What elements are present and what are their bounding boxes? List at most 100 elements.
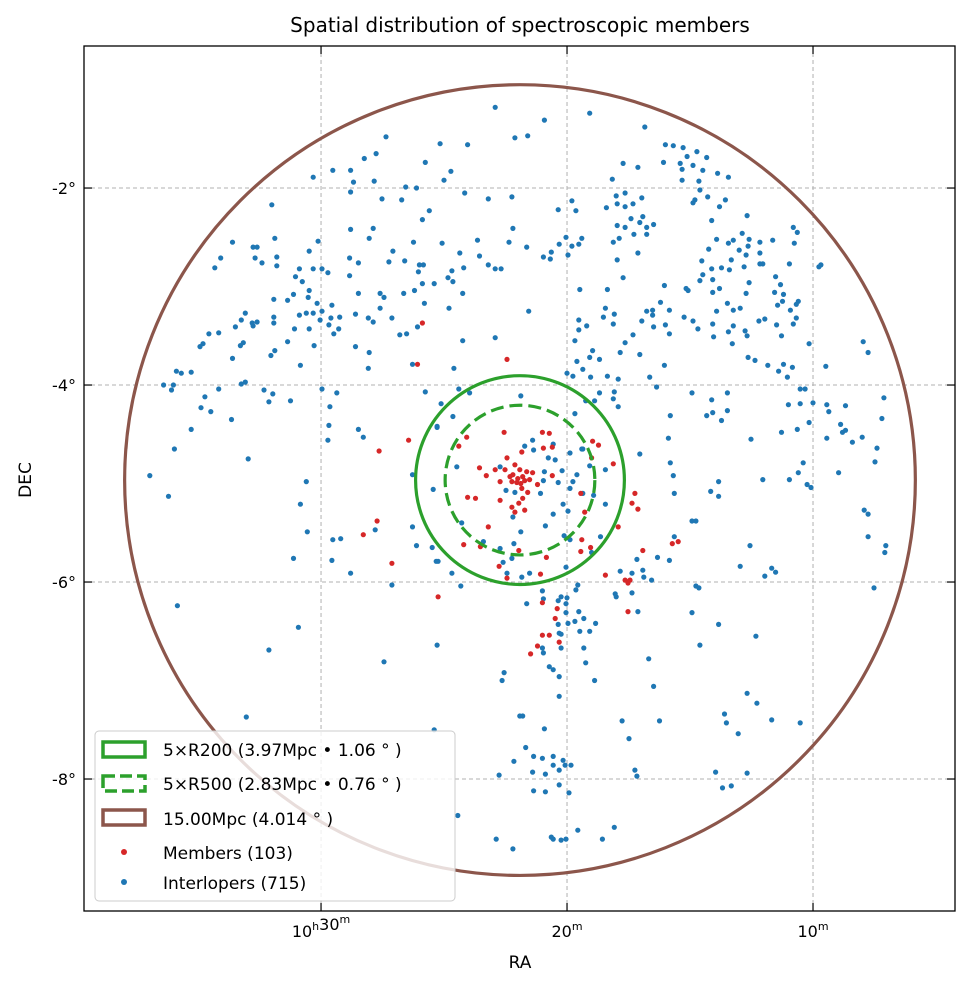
interloper-point: [797, 386, 803, 392]
member-point: [582, 509, 588, 515]
interloper-point: [242, 379, 248, 385]
interloper-point: [147, 473, 153, 479]
interloper-point: [614, 201, 620, 207]
member-point: [518, 480, 524, 487]
interloper-point: [576, 609, 582, 615]
interloper-point: [539, 755, 546, 761]
interloper-point: [634, 556, 640, 563]
axis-ticks: 10h30m 20m 10m -2° -4° -6° -8°: [52, 46, 955, 941]
member-point: [539, 600, 546, 606]
interloper-point: [492, 335, 498, 341]
interloper-point: [661, 282, 668, 289]
interloper-point: [386, 259, 392, 265]
interloper-point: [404, 331, 410, 337]
interloper-point: [325, 270, 331, 276]
interloper-point: [646, 656, 652, 662]
interloper-point: [336, 326, 342, 332]
interloper-point: [572, 618, 578, 625]
legend-swatch-r200: [101, 740, 147, 759]
interloper-point: [593, 620, 599, 627]
member-point: [546, 632, 552, 638]
interloper-point: [603, 205, 610, 211]
interloper-point: [769, 565, 775, 571]
interloper-point: [509, 555, 515, 562]
interloper-point: [439, 240, 445, 246]
interloper-point: [842, 427, 849, 433]
interloper-point: [662, 322, 669, 328]
member-point: [360, 532, 366, 538]
interloper-point: [266, 647, 272, 653]
interloper-point: [541, 117, 548, 123]
interloper-point: [556, 241, 562, 247]
interloper-point: [680, 145, 686, 151]
interloper-point: [285, 297, 291, 303]
interloper-point: [240, 340, 246, 346]
interloper-point: [411, 287, 418, 294]
interloper-point: [737, 305, 743, 311]
interloper-point: [370, 225, 376, 231]
member-point: [485, 524, 491, 530]
interloper-point: [705, 194, 711, 200]
interloper-point: [577, 286, 583, 293]
interloper-point: [326, 322, 332, 328]
interloper-point: [617, 349, 623, 356]
member-point: [579, 537, 585, 543]
legend-label-interlopers: Interlopers (715): [163, 874, 306, 894]
interloper-point: [218, 255, 224, 261]
interloper-point: [591, 492, 597, 498]
interloper-point: [365, 315, 371, 321]
interloper-point: [635, 250, 641, 256]
interloper-point: [271, 314, 277, 320]
interloper-point: [319, 386, 325, 392]
member-point: [504, 356, 510, 362]
interloper-point: [499, 677, 505, 684]
interloper-point: [329, 302, 335, 308]
member-point: [501, 429, 507, 435]
interloper-point: [709, 397, 715, 403]
interloper-point: [656, 718, 663, 724]
interloper-point: [546, 664, 552, 670]
member-point: [627, 577, 633, 583]
member-point: [520, 474, 526, 480]
interloper-point: [602, 467, 609, 473]
interloper-point: [683, 285, 689, 292]
interloper-point: [565, 508, 571, 514]
member-point: [472, 495, 479, 501]
interloper-point: [228, 416, 235, 423]
interloper-point: [350, 179, 357, 185]
interloper-point: [806, 419, 812, 426]
member-point: [534, 481, 541, 488]
interloper-point: [794, 229, 800, 235]
interloper-point: [641, 574, 647, 580]
member-point: [539, 429, 546, 435]
interloper-point: [229, 355, 236, 361]
interloper-point: [366, 349, 372, 356]
interloper-point: [644, 231, 650, 237]
interloper-point: [709, 266, 715, 272]
member-point: [615, 524, 621, 530]
interloper-point: [331, 331, 337, 337]
interloper-point: [232, 324, 238, 330]
interloper-point: [748, 436, 754, 442]
interloper-point: [460, 338, 466, 344]
interloper-point: [299, 279, 305, 285]
interloper-point: [206, 331, 212, 337]
interloper-point: [753, 633, 759, 639]
interloper-point: [419, 217, 425, 223]
interloper-point: [377, 290, 383, 296]
interloper-point: [208, 409, 214, 415]
interloper-point: [711, 334, 717, 340]
interloper-point: [454, 464, 460, 470]
interloper-point: [566, 790, 572, 796]
interloper-point: [542, 771, 549, 777]
interloper-point: [769, 717, 775, 723]
interloper-point: [572, 338, 578, 344]
interloper-point: [651, 221, 657, 228]
interloper-point: [724, 390, 731, 396]
interloper-point: [639, 195, 645, 201]
interloper-point: [550, 753, 556, 760]
interloper-point: [806, 341, 812, 347]
interloper-point: [671, 534, 677, 540]
interloper-point: [587, 110, 593, 116]
interloper-point: [730, 237, 736, 243]
